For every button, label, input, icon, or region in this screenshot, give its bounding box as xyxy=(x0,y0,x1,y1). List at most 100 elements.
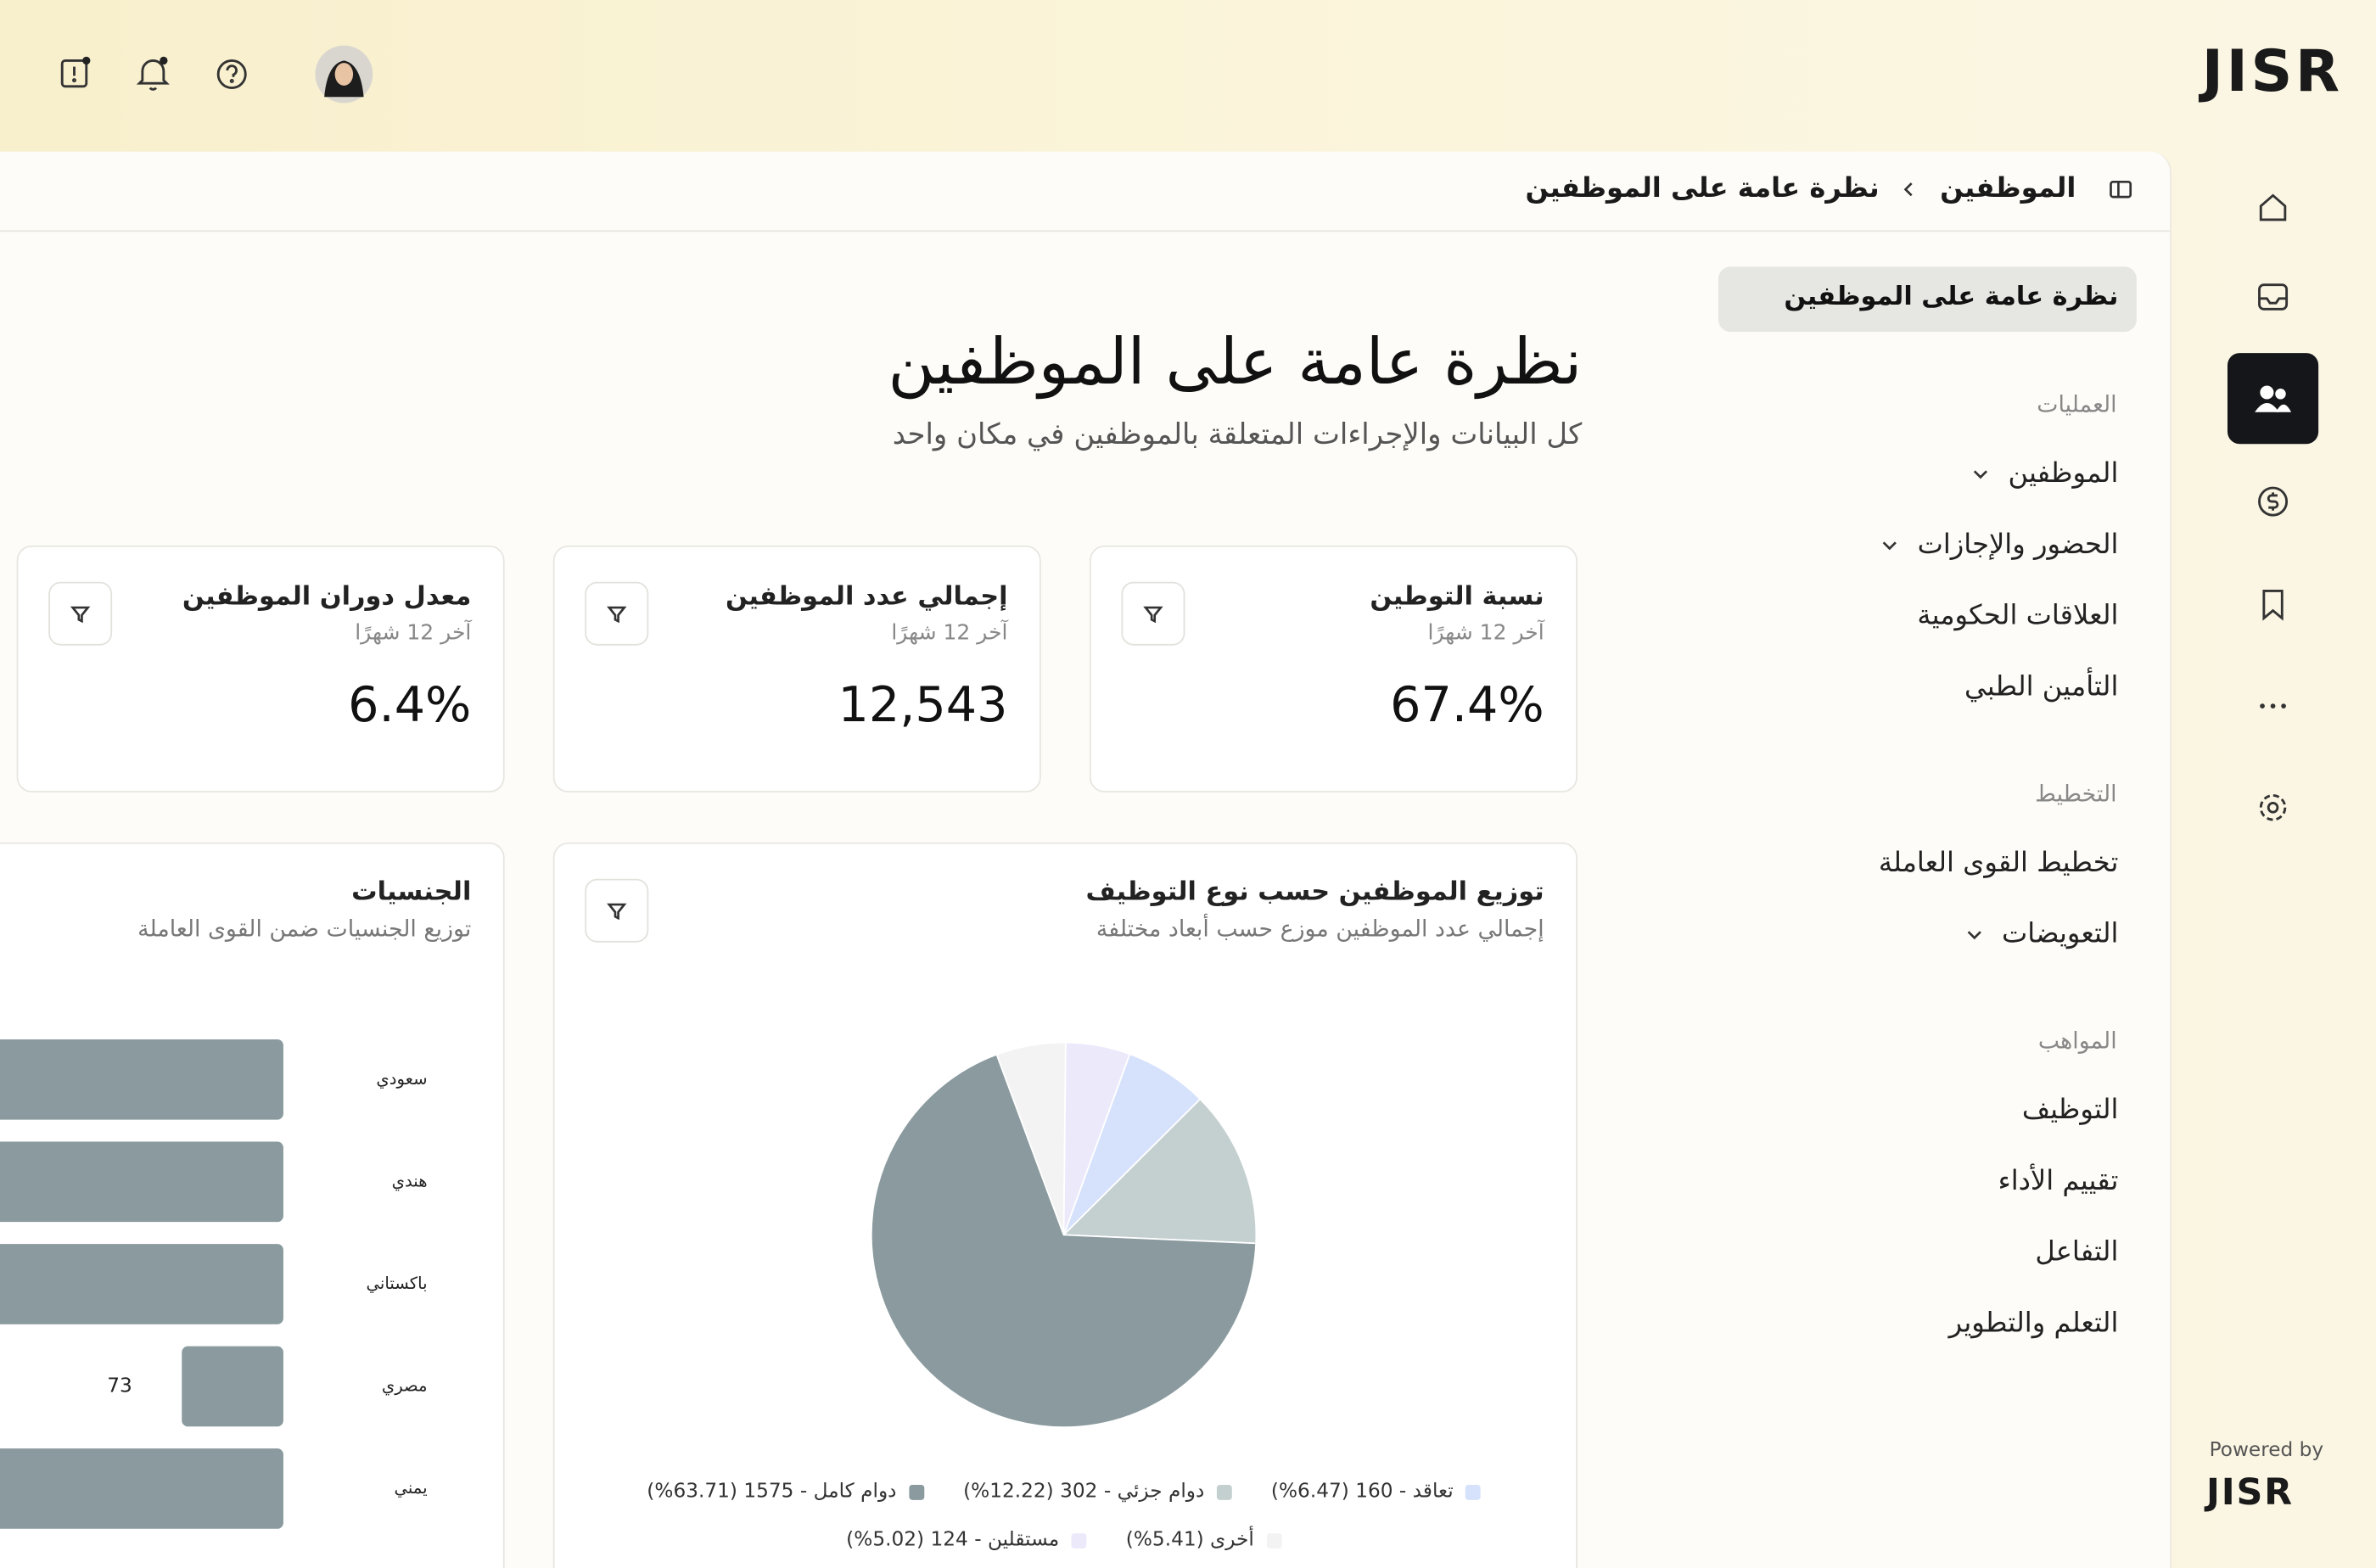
nav-item[interactable]: التوظيف xyxy=(2022,1094,2119,1126)
chevron xyxy=(1904,182,1914,196)
avatar[interactable] xyxy=(315,45,373,104)
kpi-period: آخر 12 شهرًا xyxy=(891,621,1008,646)
nav-item-label[interactable]: تقييم الأداء xyxy=(1998,1165,2119,1197)
filter-button[interactable] xyxy=(585,878,649,943)
bell-icon[interactable] xyxy=(136,56,170,91)
people-icon[interactable] xyxy=(2255,385,2291,412)
kpi-title: نسبة التوطين xyxy=(1370,581,1544,613)
inbox-icon[interactable] xyxy=(2258,283,2289,311)
nav-item-label[interactable]: التعلم والتطوير xyxy=(1948,1308,2119,1340)
kpi-value: 6.4% xyxy=(348,675,472,734)
help-icon[interactable] xyxy=(216,59,247,89)
legend-item: مستقلين - 124 (5.02%) xyxy=(846,1528,1087,1552)
sidebar-toggle[interactable] xyxy=(2108,177,2135,202)
bar-value-label: 73 xyxy=(107,1374,132,1397)
chevron xyxy=(1883,540,1897,550)
top-icons xyxy=(60,45,373,104)
pie-slice xyxy=(870,1053,1258,1428)
filter-button[interactable] xyxy=(48,581,113,646)
nav-item[interactable]: التأمين الطبي xyxy=(1964,671,2118,703)
settings-icon[interactable] xyxy=(2259,794,2287,821)
nav-item-label[interactable]: تخطيط القوى العاملة xyxy=(1878,847,2119,879)
legend-label: مستقلين - 124 (5.02%) xyxy=(846,1528,1060,1552)
more-icon[interactable] xyxy=(2260,703,2286,708)
breadcrumb-item[interactable]: الموظفين xyxy=(1940,172,2076,205)
nav-item[interactable]: التفاعل xyxy=(2035,1236,2118,1268)
filter-button[interactable] xyxy=(585,581,649,646)
kpi-title: معدل دوران الموظفين xyxy=(182,581,472,613)
nav-item-label[interactable]: التوظيف xyxy=(2021,1094,2119,1126)
chart-subtitle: إجمالي عدد الموظفين موزع حسب أبعاد مختلف… xyxy=(1096,915,1544,943)
nav-item-label[interactable]: الحضور والإجازات xyxy=(1917,529,2119,561)
money-icon[interactable] xyxy=(2258,486,2289,517)
breadcrumb: الموظفين نظرة عامة على الموظفين xyxy=(1526,173,2076,205)
breadcrumb-item[interactable]: نظرة عامة على الموظفين xyxy=(1525,172,1880,205)
active-rail-item[interactable] xyxy=(2227,353,2319,445)
legend-label: أخرى (5.41%) xyxy=(1125,1528,1254,1552)
kpi-period: آخر 12 شهرًا xyxy=(1427,621,1544,646)
nav-item[interactable]: الموظفين xyxy=(1972,457,2119,490)
legend-item: دوام كامل - 1575 (63.71%) xyxy=(647,1480,924,1504)
bar-category-label: هندي xyxy=(392,1171,428,1190)
legend-item: أخرى (5.41%) xyxy=(1126,1529,1281,1552)
legend-label: تعاقد - 160 (6.47%) xyxy=(1270,1480,1454,1504)
home-icon[interactable] xyxy=(2259,193,2287,221)
filter-icon xyxy=(70,606,91,624)
chart-title: الجنسيات xyxy=(351,876,472,908)
bar xyxy=(0,1244,283,1324)
nav-section-title: العمليات xyxy=(2037,390,2117,418)
legend-item: دوام جزئي - 302 (12.22%) xyxy=(963,1481,1232,1503)
chevron-path xyxy=(1883,540,1897,550)
legend-swatch xyxy=(908,1484,924,1499)
legend-swatch xyxy=(1216,1484,1232,1499)
chevron-path xyxy=(1974,469,1988,479)
legend-row: أخرى (5.41%) مستقلين - 124 (5.02%) xyxy=(609,1529,1518,1552)
bar-category-label: باكستاني xyxy=(367,1274,428,1293)
filter-icon xyxy=(1143,606,1163,624)
legend-swatch xyxy=(1465,1484,1481,1499)
bar xyxy=(0,1039,283,1120)
pie-slice xyxy=(1062,1041,1131,1235)
chart-title: توزيع الموظفين حسب نوع التوظيف xyxy=(1085,876,1544,908)
nav-section-title: المواهب xyxy=(2037,1027,2117,1055)
nav-item-label[interactable]: التفاعل xyxy=(2035,1236,2119,1268)
filter-icon xyxy=(607,606,627,624)
nav-item[interactable]: العلاقات الحكومية xyxy=(1917,600,2118,632)
legend-item: تعاقد - 160 (6.47%) xyxy=(1270,1480,1481,1504)
alert-icon[interactable] xyxy=(60,56,91,88)
bar-category-label: سعودي xyxy=(376,1069,427,1089)
nav-item[interactable]: تخطيط القوى العاملة xyxy=(1879,847,2119,878)
kpi-title: إجمالي عدد الموظفين xyxy=(726,581,1008,613)
legend-label: دوام كامل - 1575 (63.71%) xyxy=(647,1480,897,1504)
nav-item-label[interactable]: العلاقات الحكومية xyxy=(1917,600,2119,632)
footer-logo: JISR xyxy=(2205,1470,2294,1514)
kpi-value: 12,543 xyxy=(838,675,1008,734)
kpi-value: 67.4% xyxy=(1390,675,1544,734)
nav-item[interactable]: التعلم والتطوير xyxy=(1949,1308,2119,1340)
powered-by: Powered by xyxy=(2209,1439,2324,1463)
nav-item[interactable]: التعويضات xyxy=(1965,918,2118,950)
nav-item-label[interactable]: التأمين الطبي xyxy=(1964,671,2119,703)
legend-swatch xyxy=(1266,1532,1281,1548)
bar xyxy=(0,1141,283,1223)
pie-slice xyxy=(1062,1098,1258,1245)
legend-row: تعاقد - 160 (6.47%) دوام جزئي - 302 (12.2… xyxy=(609,1480,1518,1504)
kpi-period: آخر 12 شهرًا xyxy=(355,621,472,646)
breadcrumb-divider xyxy=(0,230,2171,232)
nav-item-label[interactable]: التعويضات xyxy=(2002,918,2119,950)
nav-item[interactable]: تقييم الأداء xyxy=(1998,1165,2119,1197)
active-nav-label[interactable]: نظرة عامة على الموظفين xyxy=(1784,282,2119,312)
active-nav-item[interactable] xyxy=(1718,266,2137,333)
filter-button[interactable] xyxy=(1121,581,1185,646)
legend-swatch xyxy=(1071,1532,1087,1548)
bookmark-icon[interactable] xyxy=(2262,589,2284,621)
chart-subtitle: توزيع الجنسيات ضمن القوى العاملة xyxy=(137,915,472,943)
logo[interactable]: JISR xyxy=(2201,37,2343,105)
rail-icons xyxy=(2227,193,2319,821)
nav-item-label[interactable]: الموظفين xyxy=(2008,457,2119,490)
page-subtitle: كل البيانات والإجراءات المتعلقة بالموظفي… xyxy=(892,417,1583,452)
nav-item[interactable]: الحضور والإجازات xyxy=(1881,529,2119,561)
